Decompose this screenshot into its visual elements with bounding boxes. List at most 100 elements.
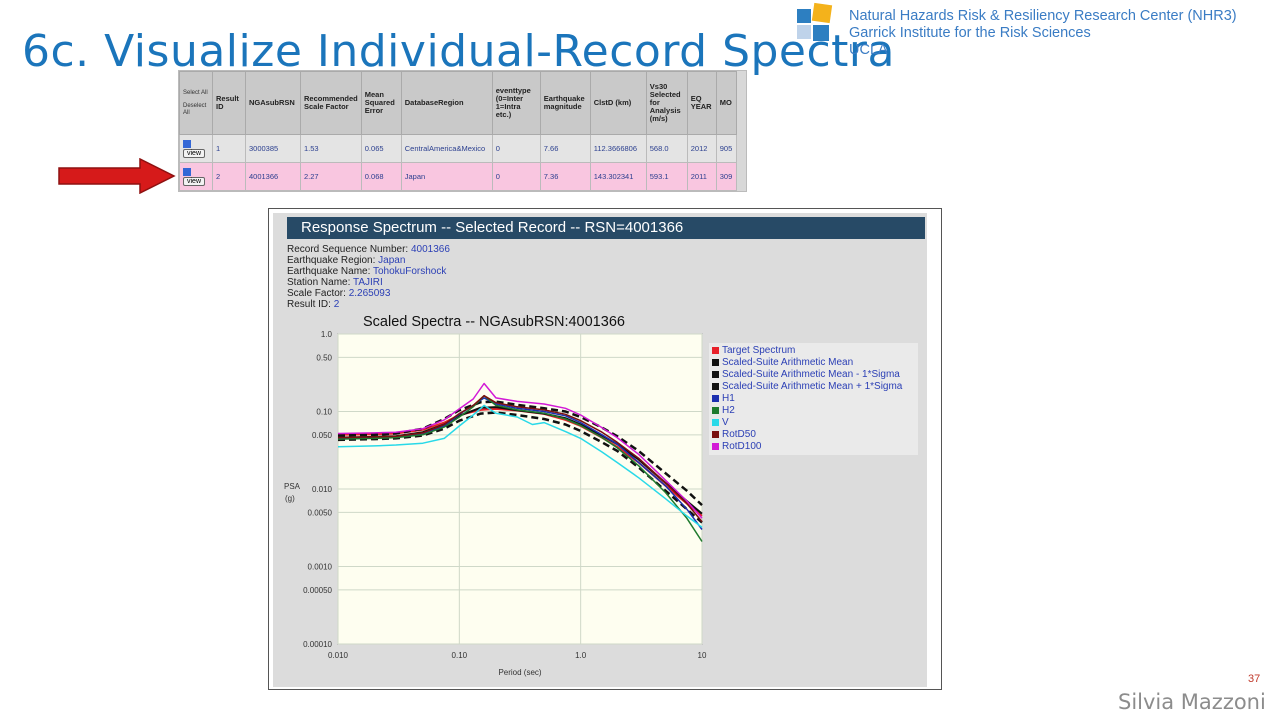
y-tick-label: 0.00050 [303,586,332,595]
column-header[interactable]: ClstD (km) [589,71,647,135]
legend-item: Target Spectrum [712,345,915,356]
y-axis-label: PSA [284,482,301,491]
table-cell: 0.065 [360,134,402,163]
table-cell: CentralAmerica&Mexico [400,134,493,163]
table-cell: 1 [212,134,246,163]
column-header[interactable]: Earthquake magnitude [539,71,591,135]
row-checkbox[interactable] [183,167,191,176]
table-cell: 568.0 [645,134,688,163]
legend-swatch [712,395,719,402]
info-value: TohokuForshock [372,266,447,277]
results-table: Select All Deselect All Result ID NGAsub… [179,71,737,191]
table-cell: 7.36 [539,162,591,191]
column-header[interactable]: EQ YEAR [686,71,717,135]
info-line: Earthquake Region: Japan [287,255,450,266]
legend-label: H2 [722,405,735,416]
x-tick-label: 10 [698,651,707,660]
table-cell: 0.068 [360,162,402,191]
table-cell: 0 [491,134,541,163]
table-cell: 905 [715,134,737,163]
table-cell: 1.53 [300,134,362,163]
red-arrow-icon [58,158,176,194]
table-cell: 112.3666806 [589,134,647,163]
nhr3-logo [797,2,833,44]
series-line [337,382,703,519]
y-axis-unit: (g) [285,494,295,503]
column-header[interactable]: Vs30 Selected for Analysis (m/s) [645,71,688,135]
column-header[interactable]: DatabaseRegion [400,71,493,135]
legend-swatch [712,383,719,390]
legend-label: V [722,417,729,428]
table-cell: 2.27 [300,162,362,191]
info-value: 2 [333,299,340,310]
y-tick-label: 0.10 [316,408,332,417]
info-label: Result ID: [287,299,334,310]
legend-label: H1 [722,393,735,404]
chart-title: Scaled Spectra -- NGAsubRSN:4001366 [363,314,625,330]
y-tick-label: 0.010 [312,485,333,494]
select-all-label[interactable]: Select All [183,89,208,96]
slide-title: 6c. Visualize Individual-Record Spectra [22,26,895,77]
deselect-all-label[interactable]: Deselect All [183,102,207,116]
legend-item: V [712,417,915,428]
info-label: Station Name: [287,277,353,288]
legend-item: Scaled-Suite Arithmetic Mean [712,357,915,368]
legend-swatch [712,431,719,438]
info-line: Station Name: TAJIRI [287,277,450,288]
column-header[interactable]: Result ID [212,71,246,135]
view-button[interactable]: view [183,148,206,158]
info-label: Scale Factor: [287,288,349,299]
series-line [337,404,703,528]
legend-swatch [712,359,719,366]
info-value: 4001366 [410,244,450,255]
y-tick-label: 0.00010 [303,640,332,649]
table-cell: 309 [715,162,737,191]
org-line: Natural Hazards Risk & Resiliency Resear… [849,8,1237,24]
table-header-row: Select All Deselect All Result ID NGAsub… [179,71,737,135]
column-header[interactable]: Recommended Scale Factor [300,71,362,135]
x-tick-label: 0.010 [328,651,349,660]
y-tick-label: 0.0010 [308,563,333,572]
table-row-selected[interactable]: view 2 4001366 2.27 0.068 Japan 0 7.36 1… [179,162,737,191]
info-line: Scale Factor: 2.265093 [287,288,450,299]
legend-swatch [712,419,719,426]
legend-label: Scaled-Suite Arithmetic Mean + 1*Sigma [722,381,903,392]
column-header[interactable]: eventtype (0=Inter 1=Intra etc.) [491,71,541,135]
view-button[interactable]: view [183,176,206,186]
y-tick-label: 1.0 [321,330,333,339]
organization-block: Natural Hazards Risk & Resiliency Resear… [849,8,1237,59]
table-cell: 2012 [686,134,717,163]
info-label: Earthquake Region: [287,255,379,266]
x-axis-label: Period (sec) [498,668,541,677]
info-value: TAJIRI [352,277,383,288]
info-value: Japan [378,255,406,266]
panel-body: Response Spectrum -- Selected Record -- … [273,213,927,687]
table-cell: 4001366 [245,162,301,191]
table-cell: 143.302341 [589,162,647,191]
select-cell: view [179,134,213,163]
column-header[interactable]: Mean Squared Error [360,71,402,135]
select-column-header: Select All Deselect All [179,71,213,135]
row-checkbox[interactable] [183,139,191,148]
column-header[interactable]: NGAsubRSN [245,71,301,135]
info-line: Earthquake Name: TohokuForshock [287,266,450,277]
column-header[interactable]: MO [715,71,737,135]
info-value: 2.265093 [348,288,391,299]
table-row[interactable]: view 1 3000385 1.53 0.065 CentralAmerica… [179,134,737,163]
legend-swatch [712,371,719,378]
legend-label: Scaled-Suite Arithmetic Mean [722,357,854,368]
legend-item: Scaled-Suite Arithmetic Mean - 1*Sigma [712,369,915,380]
info-label: Earthquake Name: [287,266,373,277]
table-cell: 7.66 [539,134,591,163]
author-name: Silvia Mazzoni [1118,690,1266,714]
spectra-chart: 0.010 0.10 1.0 10 1.0 0.50 0.10 0.050 0.010 0.005… [284,330,707,677]
results-table-panel: Select All Deselect All Result ID NGAsub… [178,70,747,192]
table-cell: 0 [491,162,541,191]
record-info: Record Sequence Number: 4001366 Earthqua… [287,244,450,310]
legend-label: Scaled-Suite Arithmetic Mean - 1*Sigma [722,369,900,380]
series-line [337,394,703,542]
legend-item: RotD50 [712,429,915,440]
legend-item: H2 [712,405,915,416]
response-spectrum-panel: Response Spectrum -- Selected Record -- … [268,208,942,690]
y-tick-label: 0.50 [316,353,332,362]
